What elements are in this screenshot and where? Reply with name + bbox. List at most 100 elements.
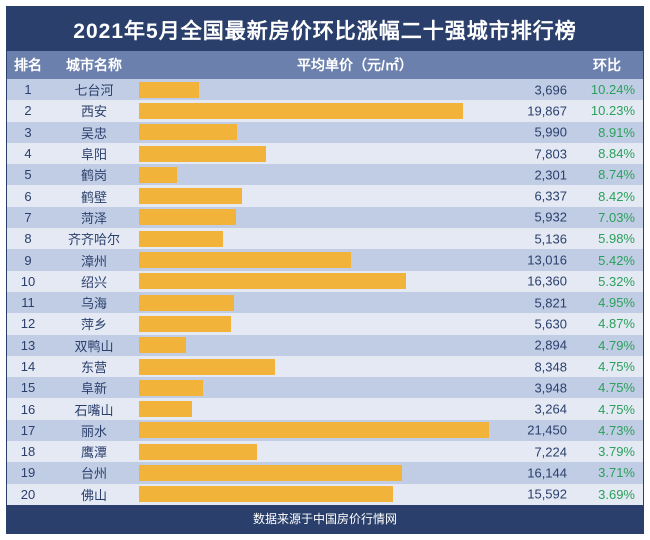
cell-city: 西安 [49,101,139,120]
cell-rank: 10 [7,274,49,289]
cell-change: 7.03% [571,210,643,225]
header-row: 排名 城市名称 平均单价（元/㎡） 环比 [7,51,643,79]
cell-rank: 11 [7,295,49,310]
cell-change: 4.75% [571,402,643,417]
price-value: 5,630 [534,316,567,331]
chart-footer: 数据来源于中国房价行情网 [7,505,643,533]
table-row: 12萍乡 5,630 4.87% [7,313,643,334]
header-city: 城市名称 [49,51,139,79]
cell-city: 绍兴 [49,272,139,291]
cell-city: 鹤壁 [49,187,139,206]
cell-price: 7,224 [139,441,571,462]
price-value: 5,990 [534,125,567,140]
price-value: 15,592 [527,487,567,502]
cell-rank: 18 [7,444,49,459]
chart-inner: 2021年5月全国最新房价环比涨幅二十强城市排行榜 排名 城市名称 平均单价（元… [6,6,644,534]
cell-city: 七台河 [49,80,139,99]
price-value: 13,016 [527,253,567,268]
price-value: 7,224 [534,444,567,459]
price-bar [139,103,463,119]
price-value: 8,348 [534,359,567,374]
price-bar [139,231,223,247]
cell-rank: 14 [7,359,49,374]
cell-price: 5,821 [139,292,571,313]
cell-price: 21,450 [139,420,571,441]
table-row: 5鹤岗2,3018.74% [7,164,643,185]
table-row: 1七台河3,69610.24% [7,79,643,100]
cell-price: 5,932 [139,207,571,228]
price-value: 5,136 [534,231,567,246]
cell-change: 3.79% [571,444,643,459]
price-bar [139,359,275,375]
table-row: 7菏泽5,9327.03% [7,207,643,228]
cell-rank: 3 [7,125,49,140]
cell-city: 萍乡 [49,314,139,333]
price-bar [139,273,406,289]
table-row: 10绍兴16,3605.32% [7,271,643,292]
table-row: 18鹰潭 7,224 3.79% [7,441,643,462]
price-value: 2,894 [534,338,567,353]
cell-price: 5,630 [139,313,571,334]
table-row: 14东营 8,348 4.75% [7,356,643,377]
cell-city: 阜阳 [49,144,139,163]
cell-price: 2,894 [139,335,571,356]
cell-change: 4.75% [571,359,643,374]
cell-price: 13,016 [139,249,571,270]
price-bar [139,167,177,183]
cell-city: 齐齐哈尔 [49,229,139,248]
cell-city: 东营 [49,357,139,376]
cell-city: 双鸭山 [49,336,139,355]
table-row: 4阜阳 7,803 8.84% [7,143,643,164]
cell-change: 8.91% [571,125,643,140]
cell-city: 阜新 [49,378,139,397]
header-rank: 排名 [7,51,49,79]
cell-rank: 9 [7,253,49,268]
cell-price: 3,264 [139,398,571,419]
cell-rank: 12 [7,316,49,331]
price-value: 3,264 [534,402,567,417]
cell-rank: 13 [7,338,49,353]
cell-price: 7,803 [139,143,571,164]
cell-change: 4.73% [571,423,643,438]
price-bar [139,188,242,204]
cell-price: 16,360 [139,271,571,292]
price-bar [139,401,192,417]
data-rows: 1七台河3,69610.24%2西安19,86710.23%3吴忠5,9908.… [7,79,643,505]
price-bar [139,444,257,460]
price-bar [139,252,351,268]
cell-city: 乌海 [49,293,139,312]
price-bar [139,316,231,332]
cell-rank: 4 [7,146,49,161]
cell-rank: 8 [7,231,49,246]
chart-container: 2021年5月全国最新房价环比涨幅二十强城市排行榜 排名 城市名称 平均单价（元… [0,0,650,540]
cell-rank: 16 [7,402,49,417]
table-row: 16石嘴山3,2644.75% [7,398,643,419]
cell-change: 8.74% [571,167,643,182]
table-row: 6鹤壁6,3378.42% [7,185,643,206]
cell-change: 5.42% [571,253,643,268]
price-value: 16,144 [527,465,567,480]
header-change: 环比 [571,51,643,79]
table-row: 2西安19,86710.23% [7,100,643,121]
cell-change: 8.84% [571,146,643,161]
cell-change: 5.32% [571,274,643,289]
cell-change: 8.42% [571,189,643,204]
price-value: 7,803 [534,146,567,161]
cell-rank: 2 [7,103,49,118]
table-row: 11乌海5,8214.95% [7,292,643,313]
cell-change: 4.75% [571,380,643,395]
price-bar [139,295,234,311]
cell-change: 4.87% [571,316,643,331]
table-row: 13双鸭山2,8944.79% [7,335,643,356]
cell-city: 台州 [49,463,139,482]
price-bar [139,209,236,225]
cell-price: 16,144 [139,462,571,483]
cell-price: 8,348 [139,356,571,377]
cell-change: 5.98% [571,231,643,246]
price-value: 19,867 [527,103,567,118]
cell-change: 4.95% [571,295,643,310]
cell-city: 鹰潭 [49,442,139,461]
table-row: 19台州16,1443.71% [7,462,643,483]
price-bar [139,380,203,396]
cell-rank: 19 [7,465,49,480]
